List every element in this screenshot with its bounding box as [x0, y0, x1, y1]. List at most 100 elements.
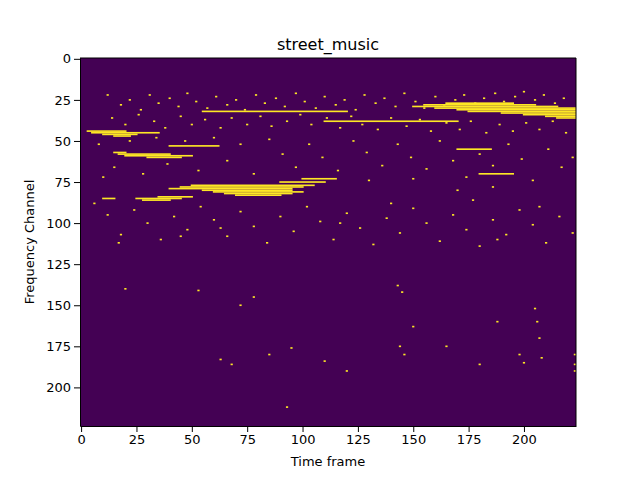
- cell: [543, 94, 545, 96]
- cell: [142, 173, 144, 175]
- cell: [286, 406, 288, 408]
- cell: [494, 93, 496, 95]
- cell-run: [135, 198, 182, 200]
- cell: [523, 91, 525, 93]
- y-tick: 150: [46, 298, 80, 313]
- y-tick-label: 50: [54, 134, 71, 149]
- y-tick-mark: [74, 223, 80, 224]
- cell-run: [279, 181, 326, 183]
- cell: [284, 106, 286, 108]
- cell: [558, 216, 560, 218]
- cell: [541, 357, 543, 359]
- cell: [160, 239, 162, 241]
- cell: [253, 296, 255, 298]
- y-tick-mark: [74, 59, 80, 60]
- cell-run: [456, 109, 576, 111]
- x-tick: 200: [512, 426, 537, 447]
- cell: [507, 143, 509, 145]
- cell: [410, 157, 412, 159]
- x-tick: 50: [184, 426, 201, 447]
- title: street_music: [277, 35, 379, 55]
- x-tick-mark: [192, 426, 193, 432]
- cell: [361, 124, 363, 126]
- cell-run: [235, 194, 282, 196]
- x-tick-label: 200: [512, 432, 537, 447]
- x-tick-label: 0: [77, 432, 85, 447]
- x-tick-label: 125: [346, 432, 371, 447]
- cell: [414, 101, 416, 103]
- cell: [472, 199, 474, 201]
- cell: [231, 117, 233, 119]
- cell: [315, 107, 317, 109]
- y-tick-label: 125: [46, 257, 71, 272]
- cell: [496, 321, 498, 323]
- cell: [169, 97, 171, 99]
- cell: [111, 117, 113, 119]
- cell: [246, 124, 248, 126]
- cell: [372, 244, 374, 246]
- cell: [499, 124, 501, 126]
- cell: [324, 360, 326, 362]
- cell-run: [556, 117, 576, 119]
- cell: [346, 212, 348, 214]
- cell: [381, 165, 383, 167]
- cell-run: [324, 120, 459, 122]
- plot: 0255075100125150175200025507510012515017…: [46, 51, 576, 447]
- cell: [299, 114, 301, 116]
- cell: [290, 347, 292, 349]
- cell: [412, 178, 414, 180]
- cell: [572, 232, 574, 234]
- cell: [534, 308, 536, 310]
- cell: [403, 93, 405, 95]
- x-tick: 25: [129, 426, 146, 447]
- cell: [423, 107, 425, 109]
- y-axis: 0255075100125150175200: [46, 51, 80, 426]
- cell: [412, 326, 414, 328]
- cell: [459, 129, 461, 131]
- cell: [532, 180, 534, 182]
- cell: [565, 132, 567, 134]
- cell: [149, 94, 151, 96]
- cell: [337, 170, 339, 172]
- y-tick-label: 200: [46, 380, 71, 395]
- cell-run: [501, 112, 576, 114]
- cell: [514, 96, 516, 98]
- cell: [253, 173, 255, 175]
- x-tick-mark: [136, 426, 137, 432]
- cell: [226, 160, 228, 162]
- cell: [397, 143, 399, 145]
- cell: [206, 107, 208, 109]
- cell: [485, 132, 487, 134]
- cell: [479, 153, 481, 155]
- cell: [399, 346, 401, 348]
- cell: [177, 106, 179, 108]
- y-tick-label: 25: [54, 93, 71, 108]
- cell: [456, 189, 458, 191]
- cell-run: [102, 134, 137, 136]
- cell: [180, 116, 182, 118]
- cell: [397, 285, 399, 287]
- cell: [220, 127, 222, 129]
- cell: [339, 222, 341, 224]
- cell: [146, 222, 148, 224]
- cell: [275, 97, 277, 99]
- cell: [140, 109, 142, 111]
- cell: [492, 186, 494, 188]
- cell: [465, 229, 467, 231]
- cell: [158, 102, 160, 104]
- cell: [332, 239, 334, 241]
- cell-run: [158, 196, 193, 198]
- cell: [552, 120, 554, 122]
- cell-run: [456, 148, 491, 150]
- cell-run: [146, 157, 181, 159]
- cell: [363, 94, 365, 96]
- y-tick-mark: [74, 305, 80, 306]
- cell: [155, 137, 157, 139]
- cell: [124, 124, 126, 126]
- cell-run: [523, 114, 576, 116]
- cell: [304, 101, 306, 103]
- x-tick-mark: [247, 426, 248, 432]
- cell-run: [301, 178, 336, 180]
- y-tick-label: 100: [46, 216, 71, 231]
- cell: [536, 321, 538, 323]
